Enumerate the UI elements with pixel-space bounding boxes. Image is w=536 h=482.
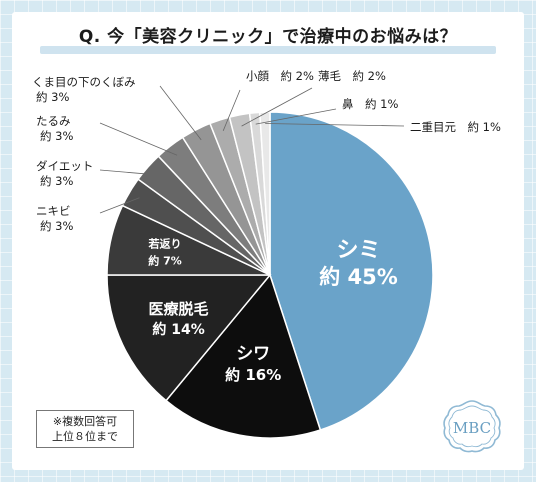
leader-line-12 bbox=[265, 123, 405, 127]
slice-label-7: たるみ bbox=[36, 114, 71, 128]
slice-label-4: 若返り bbox=[149, 237, 182, 251]
slice-label-6: ダイエット bbox=[36, 159, 93, 173]
leader-line-5 bbox=[99, 197, 140, 214]
slice-value-label-7: 約 3% bbox=[40, 129, 73, 143]
slice-value-label-8: 約 3% bbox=[36, 90, 69, 104]
note-box: ※複数回答可 上位８位まで bbox=[36, 410, 134, 448]
slice-label-11: 鼻 約 1% bbox=[342, 97, 398, 111]
slice-label-10: 薄毛 約 2% bbox=[318, 69, 386, 83]
slice-label-12: 二重目元 約 1% bbox=[410, 120, 501, 134]
slice-value-label-6: 約 3% bbox=[40, 174, 73, 188]
leader-line-11 bbox=[255, 108, 337, 125]
pie-slice-2 bbox=[165, 273, 322, 439]
pie-slice-1 bbox=[269, 111, 434, 431]
leader-line-10 bbox=[241, 87, 313, 127]
chart-title: Q. 今「美容クリニック」で治療中のお悩みは？ bbox=[78, 27, 458, 47]
slice-value-label-3: 約 14% bbox=[152, 321, 204, 338]
slice-label-5: ニキビ bbox=[36, 204, 71, 218]
slice-label-1: シミ bbox=[337, 238, 381, 263]
mbc-logo: MBC bbox=[443, 400, 501, 453]
slice-value-label-1: 約 45% bbox=[319, 265, 398, 289]
pie-slice-3 bbox=[106, 274, 272, 402]
slice-value-label-2: 約 16% bbox=[225, 366, 281, 384]
slice-label-3: 医療脱毛 bbox=[149, 300, 209, 318]
note-line-1: ※複数回答可 bbox=[52, 415, 118, 428]
leader-line-6 bbox=[99, 169, 157, 176]
slice-value-label-4: 約 7% bbox=[148, 254, 182, 268]
note-line-2: 上位８位まで bbox=[52, 430, 118, 443]
slice-label-2: シワ bbox=[236, 344, 270, 364]
leader-line-8 bbox=[159, 85, 202, 141]
leader-line-7 bbox=[99, 122, 178, 156]
slice-label-9: 小顔 約 2% bbox=[246, 69, 314, 83]
pie-slice-12 bbox=[258, 111, 271, 276]
logo-text: MBC bbox=[453, 419, 491, 437]
slice-value-label-5: 約 3% bbox=[40, 219, 73, 233]
leader-line-9 bbox=[222, 89, 241, 131]
title-underline bbox=[40, 46, 496, 54]
slice-label-8: くま目の下のくぼみ bbox=[32, 75, 136, 89]
